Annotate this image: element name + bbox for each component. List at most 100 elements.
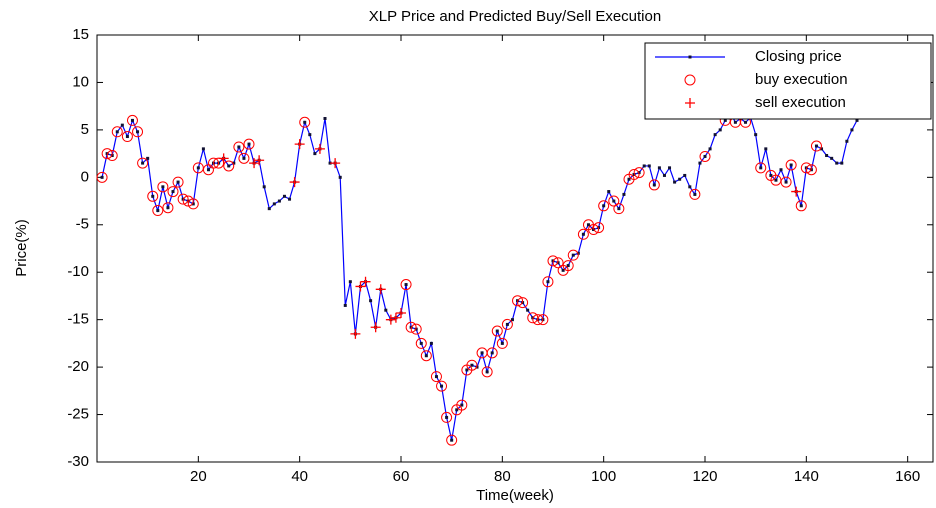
buy-marker	[588, 224, 600, 236]
buy-marker	[512, 295, 524, 307]
point-marker	[460, 403, 464, 407]
y-tick-label: -10	[67, 263, 89, 280]
buy-marker	[132, 126, 144, 138]
point-marker	[232, 161, 236, 165]
buy-marker	[233, 141, 245, 153]
buy-marker	[491, 325, 503, 337]
buy-marker	[147, 190, 159, 202]
point-marker	[485, 370, 489, 374]
point-marker	[799, 204, 803, 208]
legend: Closing price buy execution sell execution	[644, 42, 932, 120]
point-marker	[429, 341, 433, 345]
y-tick-label: 0	[81, 168, 89, 185]
point-marker	[814, 144, 818, 148]
point-marker	[546, 280, 550, 284]
point-marker	[733, 120, 737, 124]
point-marker	[764, 147, 768, 151]
buy-marker	[547, 255, 559, 267]
point-marker	[151, 194, 155, 198]
sell-marker	[254, 155, 265, 166]
point-marker	[100, 175, 104, 179]
buy-marker	[567, 249, 579, 261]
sell-marker	[350, 328, 361, 339]
point-marker	[505, 322, 509, 326]
point-marker	[586, 223, 590, 227]
sell-marker	[396, 308, 406, 319]
point-marker	[840, 161, 844, 165]
plus-shape	[390, 312, 401, 323]
y-tick-label: 5	[81, 121, 89, 138]
buy-marker	[152, 205, 164, 217]
point-marker	[678, 177, 682, 181]
point-marker	[171, 190, 175, 194]
point-marker	[247, 142, 251, 146]
sell-marker	[355, 281, 366, 292]
point-marker	[835, 161, 839, 165]
point-marker	[652, 183, 656, 187]
buy-marker	[208, 157, 220, 169]
point-marker	[440, 384, 444, 388]
buy-marker	[633, 167, 645, 179]
buy-marker	[542, 276, 554, 288]
buy-marker	[517, 297, 529, 309]
buy-marker	[167, 186, 179, 198]
point-marker	[156, 209, 160, 213]
buy-marker	[785, 159, 797, 171]
point-marker	[526, 308, 530, 312]
x-tick-label: 60	[393, 468, 410, 485]
point-marker	[434, 375, 438, 379]
buy-marker	[684, 74, 696, 86]
point-marker	[308, 133, 312, 137]
plus-shape	[685, 98, 695, 108]
point-marker	[288, 197, 292, 201]
y-tick-label: -5	[76, 216, 89, 233]
y-axis-label: Price(%)	[13, 219, 30, 277]
point-marker	[136, 130, 140, 134]
buy-marker	[96, 171, 108, 183]
buy-marker	[157, 181, 169, 193]
buy-marker	[598, 200, 610, 212]
point-marker	[622, 192, 626, 196]
buy-marker	[243, 138, 255, 150]
buy-marker	[162, 202, 174, 214]
buy-marker	[628, 168, 640, 180]
point-marker	[237, 145, 241, 149]
x-tick-label: 20	[190, 468, 207, 485]
y-tick-label: -15	[67, 311, 89, 328]
buy-marker	[172, 176, 184, 188]
sell-marker	[294, 139, 305, 150]
point-marker	[242, 156, 246, 160]
buy-marker	[101, 148, 113, 160]
sell-marker	[685, 98, 695, 108]
point-marker	[419, 341, 423, 345]
point-marker	[688, 185, 692, 189]
point-marker	[490, 351, 494, 355]
y-tick-label: -30	[67, 453, 89, 470]
point-marker	[161, 185, 165, 189]
point-marker	[850, 128, 854, 132]
plus-shape	[254, 155, 265, 166]
point-marker	[272, 202, 276, 206]
point-marker	[176, 180, 180, 184]
buy-marker	[699, 150, 711, 162]
buy-marker	[577, 228, 589, 240]
point-marker	[688, 55, 692, 59]
x-tick-label: 120	[692, 468, 717, 485]
point-marker	[713, 133, 717, 137]
legend-label: Closing price	[755, 48, 842, 65]
point-marker	[830, 156, 834, 160]
buy-marker	[106, 150, 118, 162]
point-marker	[227, 164, 231, 168]
point-marker	[662, 173, 666, 177]
point-marker	[657, 166, 661, 170]
point-marker	[561, 268, 565, 272]
point-marker	[642, 164, 646, 168]
point-marker	[855, 118, 859, 122]
point-marker	[166, 206, 170, 210]
point-marker	[455, 408, 459, 412]
point-marker	[744, 120, 748, 124]
buy-marker	[613, 203, 625, 215]
buy-marker	[405, 321, 417, 333]
buy-marker	[552, 257, 564, 269]
sell-marker	[385, 314, 396, 325]
